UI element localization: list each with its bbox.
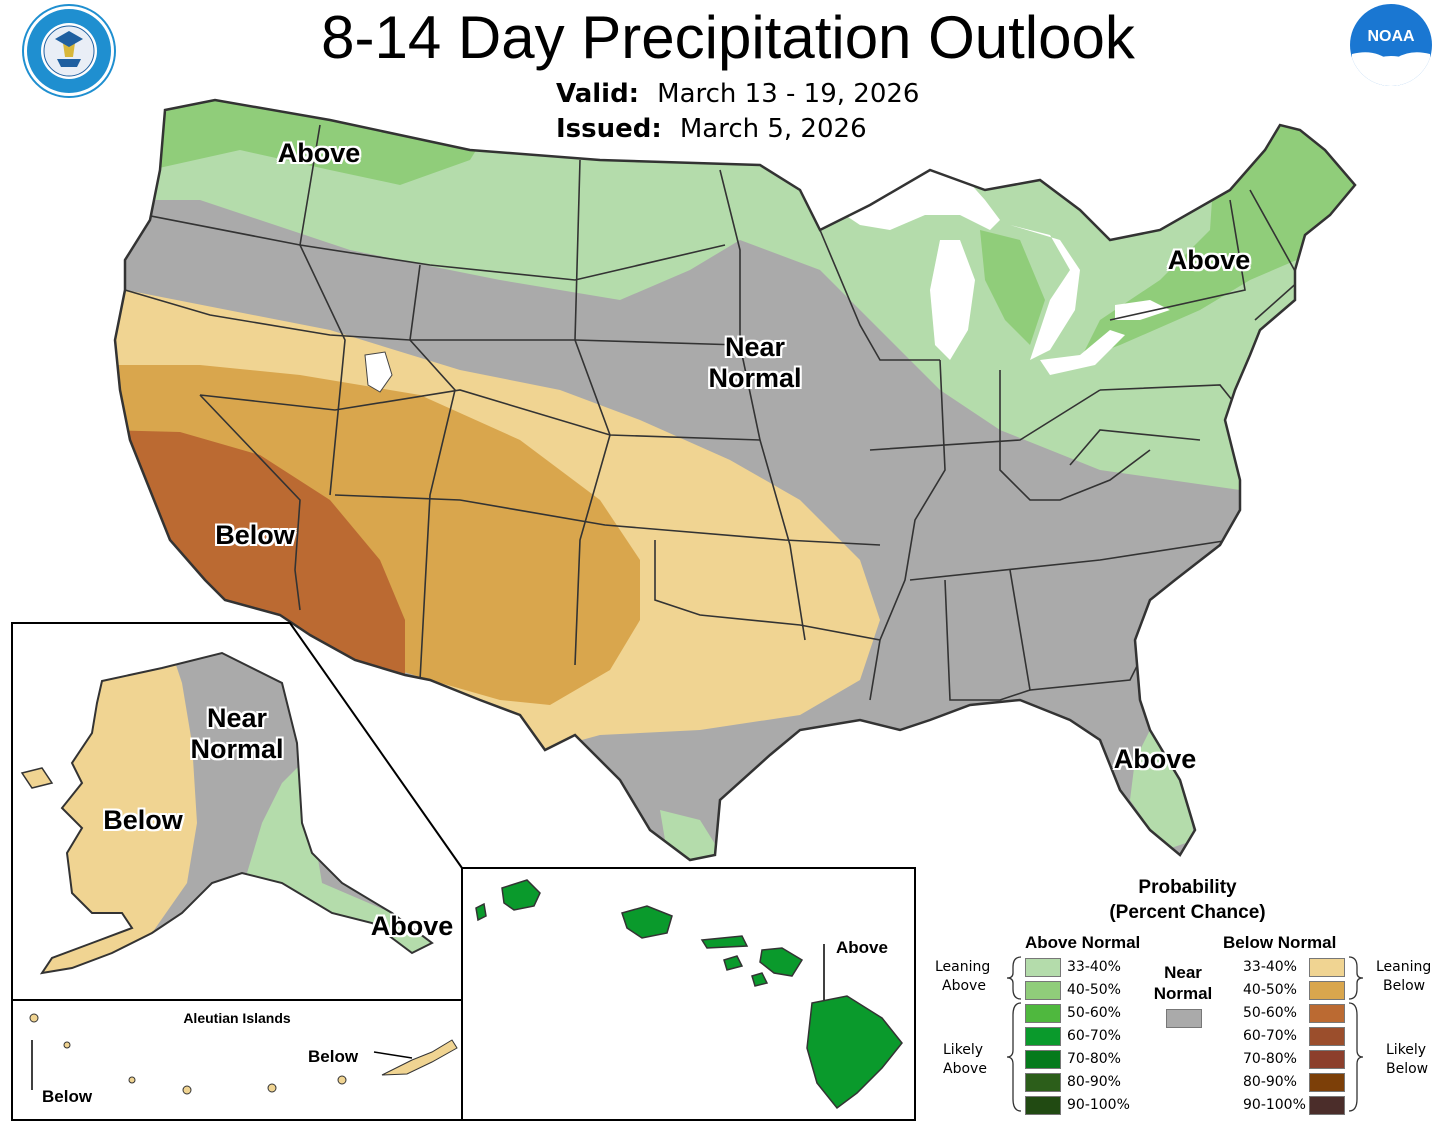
label-below-aleutian-left: Below bbox=[42, 1087, 93, 1106]
legend-below-label-4: 70-80% bbox=[1243, 1051, 1297, 1067]
legend-likely-below-line1: Likely bbox=[1386, 1042, 1427, 1058]
legend-above-label-2: 50-60% bbox=[1067, 1005, 1121, 1021]
page-title: 8-14 Day Precipitation Outlook bbox=[321, 4, 1135, 71]
label-above-hawaii: Above bbox=[836, 938, 888, 957]
legend-below-label-2: 50-60% bbox=[1243, 1005, 1297, 1021]
legend-below-label-6: 90-100% bbox=[1243, 1097, 1306, 1113]
legend: Probability (Percent Chance) Above Norma… bbox=[925, 875, 1450, 1120]
legend-likely-above-line1: Likely bbox=[943, 1042, 984, 1058]
above-florida-region bbox=[1130, 730, 1195, 850]
below-50-region bbox=[115, 430, 405, 680]
legend-above-swatch-4 bbox=[1025, 1050, 1061, 1069]
valid-value: March 13 - 19, 2026 bbox=[657, 79, 920, 109]
legend-brackets bbox=[1006, 956, 1364, 1112]
legend-above-swatch-1 bbox=[1025, 981, 1061, 1000]
legend-below-label-1: 40-50% bbox=[1243, 982, 1297, 998]
legend-above-label-6: 90-100% bbox=[1067, 1097, 1130, 1113]
legend-title-line1: Probability bbox=[1138, 877, 1237, 898]
oahu-island bbox=[621, 905, 673, 939]
legend-near-header-line1: Near bbox=[1164, 963, 1202, 982]
legend-above-swatch-2 bbox=[1025, 1004, 1061, 1023]
legend-near-header-line2: Normal bbox=[1153, 984, 1213, 1003]
legend-below-swatch-3 bbox=[1309, 1027, 1345, 1046]
legend-below-label-5: 80-90% bbox=[1243, 1074, 1297, 1090]
label-below-alaska: Below bbox=[103, 805, 183, 835]
legend-below-label-3: 60-70% bbox=[1243, 1028, 1297, 1044]
valid-date-line: Valid: March 13 - 19, 2026 bbox=[556, 76, 919, 111]
valid-label: Valid: bbox=[556, 79, 640, 109]
legend-above-swatch-0 bbox=[1025, 958, 1061, 977]
legend-below-swatch-5 bbox=[1309, 1073, 1345, 1092]
label-above-alaska: Above bbox=[370, 911, 454, 941]
legend-below-swatch-2 bbox=[1309, 1004, 1345, 1023]
label-above-northwest: Above bbox=[277, 138, 361, 168]
legend-below-swatch-0 bbox=[1309, 958, 1345, 977]
legend-leaning-above-line2: Above bbox=[942, 978, 986, 994]
label-above-northeast: Above bbox=[1167, 245, 1251, 275]
aleutian-title: Aleutian Islands bbox=[183, 1010, 291, 1026]
legend-above-label-4: 70-80% bbox=[1067, 1051, 1121, 1067]
label-near-normal-conus: Near Normal bbox=[708, 332, 802, 393]
legend-above-swatch-5 bbox=[1025, 1073, 1061, 1092]
legend-near-normal-swatch bbox=[1166, 1009, 1202, 1028]
legend-below-swatch-6 bbox=[1309, 1096, 1345, 1115]
legend-above-swatch-3 bbox=[1025, 1027, 1061, 1046]
above-40-ne-region bbox=[1080, 100, 1355, 360]
aleutian-inset: Aleutian Islands Below Below bbox=[12, 1000, 462, 1120]
legend-above-label-3: 60-70% bbox=[1067, 1028, 1121, 1044]
legend-below-swatch-1 bbox=[1309, 981, 1345, 1000]
label-near-normal-alaska: Near Normal bbox=[190, 703, 284, 764]
maui-island bbox=[759, 947, 804, 977]
noaa-logo-text: NOAA bbox=[1367, 28, 1415, 45]
legend-below-header: Below Normal bbox=[1223, 933, 1337, 952]
legend-leaning-above-line1: Leaning bbox=[935, 959, 991, 975]
molokai-island bbox=[700, 935, 749, 949]
legend-above-swatch-6 bbox=[1025, 1096, 1061, 1115]
label-below-southwest: Below bbox=[215, 520, 295, 550]
alaska-inset: Near Normal Below Above bbox=[12, 623, 462, 1003]
legend-above-label-1: 40-50% bbox=[1067, 982, 1121, 998]
issued-label: Issued: bbox=[556, 114, 662, 144]
label-below-aleutian-right: Below bbox=[308, 1047, 359, 1066]
legend-likely-below-line2: Below bbox=[1386, 1061, 1429, 1077]
legend-leaning-below-line2: Below bbox=[1383, 978, 1426, 994]
kauai-island bbox=[501, 879, 541, 911]
issued-date-line: Issued: March 5, 2026 bbox=[556, 111, 867, 146]
legend-below-label-0: 33-40% bbox=[1243, 959, 1297, 975]
hawaii-inset: Above bbox=[462, 868, 915, 1120]
legend-above-label-0: 33-40% bbox=[1067, 959, 1121, 975]
noaa-logo-icon: NOAA bbox=[1350, 4, 1432, 86]
department-of-commerce-seal-icon bbox=[24, 6, 114, 96]
above-40-michigan-region bbox=[980, 230, 1045, 345]
hawaii-big-island bbox=[806, 995, 903, 1110]
legend-leaning-below-line1: Leaning bbox=[1376, 959, 1432, 975]
legend-above-header: Above Normal bbox=[1025, 933, 1141, 952]
legend-title-line2: (Percent Chance) bbox=[1109, 902, 1266, 923]
legend-above-label-5: 80-90% bbox=[1067, 1074, 1121, 1090]
above-texas-tip-region bbox=[660, 810, 725, 860]
label-above-florida: Above bbox=[1113, 744, 1197, 774]
legend-below-swatch-4 bbox=[1309, 1050, 1345, 1069]
legend-likely-above-line2: Above bbox=[943, 1061, 987, 1077]
issued-value: March 5, 2026 bbox=[679, 114, 867, 144]
